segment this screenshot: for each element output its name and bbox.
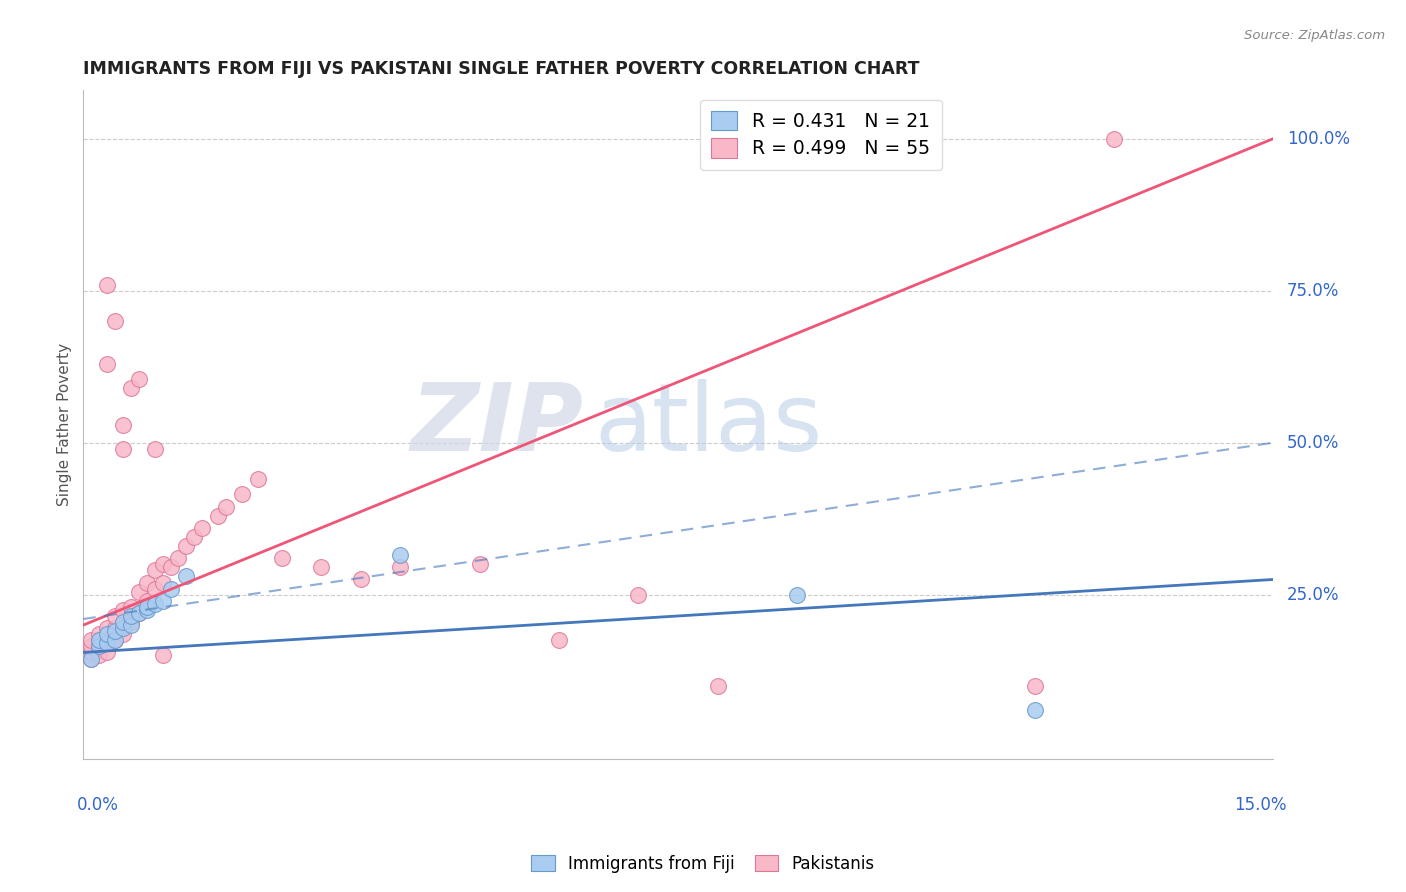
Point	[176, 539, 198, 553]
Point	[120, 599, 142, 614]
Point	[143, 582, 166, 596]
Point	[89, 640, 111, 654]
Point	[246, 472, 269, 486]
Point	[80, 645, 103, 659]
Point	[80, 633, 103, 648]
Point	[152, 594, 174, 608]
Point	[128, 372, 150, 386]
Text: 15.0%: 15.0%	[1234, 796, 1286, 814]
Point	[143, 442, 166, 456]
Point	[231, 487, 253, 501]
Point	[89, 627, 111, 641]
Point	[128, 606, 150, 620]
Text: Source: ZipAtlas.com: Source: ZipAtlas.com	[1244, 29, 1385, 43]
Legend: R = 0.431   N = 21, R = 0.499   N = 55: R = 0.431 N = 21, R = 0.499 N = 55	[700, 100, 942, 169]
Point	[468, 558, 491, 572]
Point	[135, 594, 157, 608]
Point	[80, 640, 103, 654]
Point	[389, 548, 412, 562]
Text: IMMIGRANTS FROM FIJI VS PAKISTANI SINGLE FATHER POVERTY CORRELATION CHART: IMMIGRANTS FROM FIJI VS PAKISTANI SINGLE…	[83, 60, 920, 78]
Point	[706, 679, 728, 693]
Text: 25.0%: 25.0%	[1286, 586, 1340, 604]
Point	[350, 573, 373, 587]
Point	[389, 560, 412, 574]
Point	[548, 633, 571, 648]
Point	[786, 588, 808, 602]
Text: atlas: atlas	[595, 378, 823, 470]
Text: 50.0%: 50.0%	[1286, 434, 1340, 451]
Point	[120, 615, 142, 629]
Point	[191, 521, 214, 535]
Point	[111, 603, 134, 617]
Point	[111, 627, 134, 641]
Legend: Immigrants from Fiji, Pakistanis: Immigrants from Fiji, Pakistanis	[524, 848, 882, 880]
Point	[309, 560, 332, 574]
Point	[104, 633, 127, 648]
Point	[111, 621, 134, 635]
Point	[89, 648, 111, 663]
Point	[104, 624, 127, 639]
Point	[104, 609, 127, 624]
Point	[143, 563, 166, 577]
Point	[111, 615, 134, 629]
Point	[104, 621, 127, 635]
Point	[270, 551, 292, 566]
Point	[152, 648, 174, 663]
Point	[104, 314, 127, 328]
Point	[89, 640, 111, 654]
Point	[104, 633, 127, 648]
Point	[80, 651, 103, 665]
Point	[120, 609, 142, 624]
Point	[111, 618, 134, 632]
Point	[96, 357, 118, 371]
Point	[128, 606, 150, 620]
Point	[135, 599, 157, 614]
Text: 75.0%: 75.0%	[1286, 282, 1340, 300]
Point	[152, 558, 174, 572]
Point	[135, 603, 157, 617]
Point	[89, 633, 111, 648]
Point	[120, 618, 142, 632]
Point	[1024, 703, 1046, 717]
Point	[80, 651, 103, 665]
Point	[159, 582, 181, 596]
Point	[176, 569, 198, 583]
Point	[1024, 679, 1046, 693]
Point	[96, 627, 118, 641]
Point	[159, 560, 181, 574]
Point	[152, 575, 174, 590]
Point	[89, 633, 111, 648]
Point	[96, 636, 118, 650]
Point	[96, 645, 118, 659]
Point	[143, 597, 166, 611]
Point	[627, 588, 650, 602]
Point	[120, 381, 142, 395]
Point	[96, 633, 118, 648]
Point	[111, 417, 134, 432]
Point	[183, 530, 205, 544]
Point	[167, 551, 190, 566]
Point	[128, 584, 150, 599]
Text: 100.0%: 100.0%	[1286, 130, 1350, 148]
Point	[96, 621, 118, 635]
Point	[96, 277, 118, 292]
Point	[111, 442, 134, 456]
Point	[215, 500, 238, 514]
Point	[135, 575, 157, 590]
Y-axis label: Single Father Poverty: Single Father Poverty	[58, 343, 72, 506]
Text: ZIP: ZIP	[411, 378, 583, 470]
Point	[207, 508, 229, 523]
Point	[1102, 132, 1125, 146]
Text: 0.0%: 0.0%	[77, 796, 120, 814]
